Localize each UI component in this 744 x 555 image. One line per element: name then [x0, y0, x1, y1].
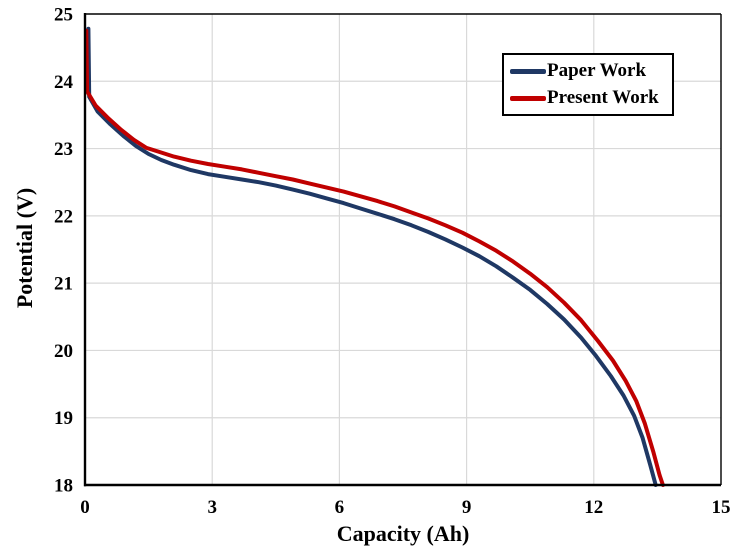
y-tick-label: 21: [54, 274, 73, 295]
y-tick-label: 23: [54, 139, 73, 160]
x-tick-label: 6: [335, 497, 345, 518]
series-line-present-work: [84, 28, 665, 487]
legend-item-present-work: Present Work: [510, 87, 672, 109]
y-tick-label: 24: [54, 72, 74, 93]
y-tick-label: 22: [54, 206, 73, 227]
x-axis-title: Capacity (Ah): [336, 521, 470, 546]
legend-label: Paper Work: [547, 60, 647, 81]
legend: Paper Work Present Work: [502, 53, 674, 116]
y-tick-label: 25: [54, 5, 73, 26]
series-line-paper-work: [86, 26, 658, 487]
x-tick-label: 12: [584, 497, 603, 518]
legend-swatch-0: [510, 68, 546, 74]
x-tick-label: 3: [207, 497, 217, 518]
y-tick-label: 20: [54, 341, 73, 362]
legend-swatch-1: [510, 95, 546, 101]
x-tick-label: 15: [712, 497, 731, 518]
legend-label: Present Work: [547, 87, 659, 108]
y-tick-label: 19: [54, 408, 73, 429]
x-tick-label: 0: [80, 497, 90, 518]
x-tick-label: 9: [462, 497, 472, 518]
y-tick-label: 18: [54, 476, 73, 497]
legend-item-paper-work: Paper Work: [510, 60, 672, 82]
y-axis-title: Potential (V): [12, 187, 37, 309]
